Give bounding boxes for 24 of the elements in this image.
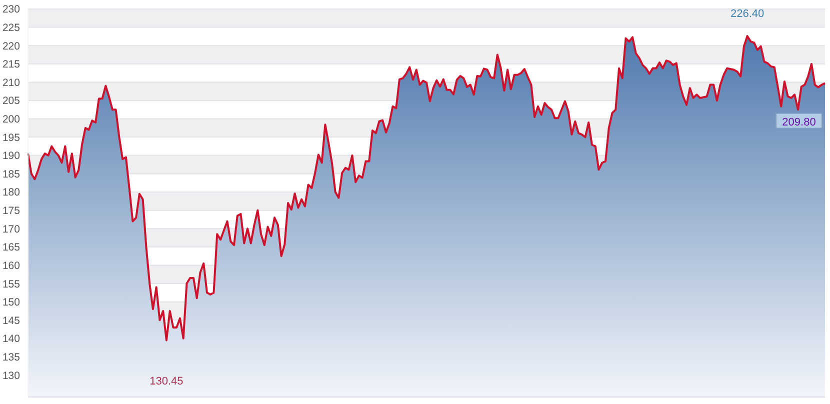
y-tick-label: 225 <box>2 22 20 34</box>
y-tick-label: 135 <box>2 351 20 364</box>
y-tick-label: 165 <box>2 242 20 254</box>
y-tick-label: 185 <box>2 168 20 180</box>
y-tick-label: 150 <box>2 296 20 309</box>
y-tick-label: 220 <box>2 40 20 52</box>
y-tick-label: 145 <box>2 314 20 327</box>
y-tick-label: 180 <box>2 186 20 199</box>
annotation: 209.80 <box>782 116 816 128</box>
y-tick-label: 200 <box>2 114 20 126</box>
y-tick-label: 175 <box>2 205 20 218</box>
y-tick-label: 230 <box>2 4 20 16</box>
y-tick-label: 205 <box>2 95 20 108</box>
y-tick-label: 140 <box>2 333 20 346</box>
y-tick-label: 210 <box>2 76 20 89</box>
y-tick-label: 170 <box>2 223 20 236</box>
y-tick-label: 160 <box>2 260 20 272</box>
y-tick-label: 215 <box>2 58 20 71</box>
y-tick-label: 130 <box>2 370 20 382</box>
annotation: 130.45 <box>150 375 184 388</box>
annotation: 226.40 <box>730 8 764 20</box>
y-tick-label: 195 <box>2 132 20 144</box>
y-tick-label: 155 <box>2 278 20 290</box>
y-tick-label: 190 <box>2 150 20 162</box>
